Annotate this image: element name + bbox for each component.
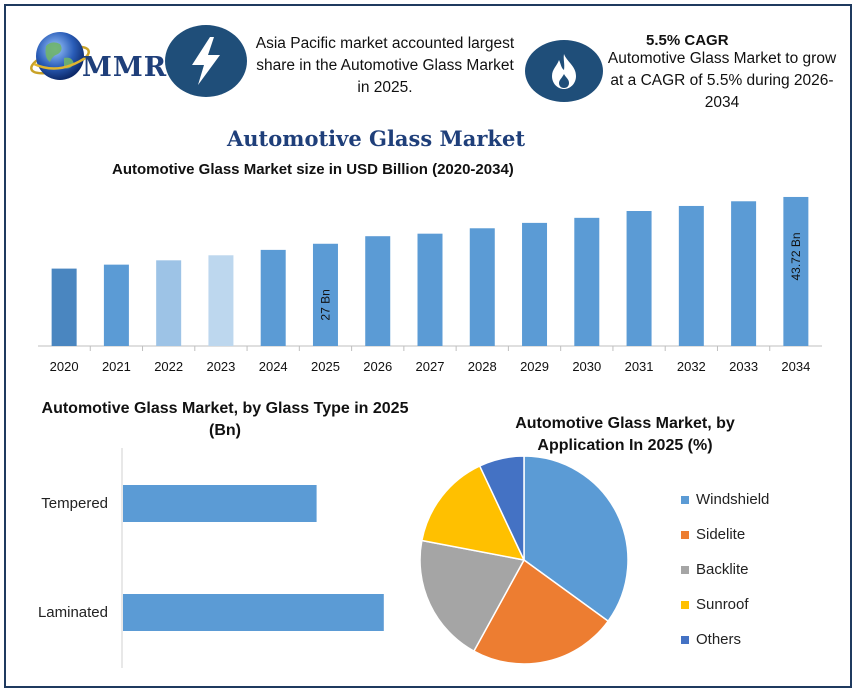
legend-label: Windshield <box>696 491 770 508</box>
tick-label-2026: 2026 <box>363 359 392 374</box>
legend-item-backlite: Backlite <box>681 561 749 578</box>
pie-slice-others <box>478 455 525 561</box>
bar-2027 <box>417 233 443 346</box>
cagr-info: Automotive Glass Market to grow at a CAG… <box>607 50 837 111</box>
data-label-2034: 43.72 Bn <box>789 232 803 280</box>
mmr-logo <box>28 24 160 94</box>
tick-label-2023: 2023 <box>206 359 235 374</box>
lightning-bolt-icon <box>165 25 247 97</box>
legend-label: Sidelite <box>696 526 746 543</box>
bar-2030 <box>574 217 600 346</box>
bar-2021 <box>103 264 129 346</box>
logo-text: MMR <box>82 52 168 83</box>
legend-label: Sunroof <box>696 596 749 613</box>
pie-slice-windshield <box>523 455 629 623</box>
page-title: Automotive Glass Market <box>226 126 526 151</box>
tick-label-2034: 2034 <box>781 359 810 374</box>
market-size-bar-chart: 2020 2021 2022 2023 2024 2025 27 Bn 2026 2027 202… <box>38 196 822 374</box>
cagr-title: 5.5% CAGR <box>646 32 729 49</box>
legend-swatch <box>681 530 689 539</box>
application-chart-title: Automotive Glass Market, by Application … <box>515 415 735 454</box>
bar-laminated <box>123 594 384 631</box>
tick-label-2027: 2027 <box>416 359 445 374</box>
tick-label-2029: 2029 <box>520 359 549 374</box>
pie-slice-sidelite <box>472 558 610 665</box>
tick-label-2030: 2030 <box>572 359 601 374</box>
tick-label-2025: 2025 <box>311 359 340 374</box>
tick-label-2033: 2033 <box>729 359 758 374</box>
bar-2022 <box>156 260 182 346</box>
bar-2024 <box>260 249 286 346</box>
legend-swatch <box>681 635 689 644</box>
asia-pacific-info: Asia Pacific market accounted largest sh… <box>255 35 515 96</box>
tick-label-2021: 2021 <box>102 359 131 374</box>
bar-2025 <box>312 243 338 346</box>
legend-swatch <box>681 565 689 574</box>
pie-slice-backlite <box>419 539 526 653</box>
legend-label: Others <box>696 631 742 648</box>
tick-label-2024: 2024 <box>259 359 288 374</box>
bar-2031 <box>626 211 652 346</box>
bar-tempered <box>123 485 317 522</box>
bar-2029 <box>522 222 548 346</box>
tick-label-2032: 2032 <box>677 359 706 374</box>
bar-chart-title: Automotive Glass Market size in USD Bill… <box>112 161 514 178</box>
legend-item-windshield: Windshield <box>681 491 769 508</box>
legend-item-sidelite: Sidelite <box>681 526 745 543</box>
flame-icon <box>525 40 603 102</box>
data-label-2025: 27 Bn <box>318 289 332 320</box>
legend-item-others: Others <box>681 631 741 648</box>
bar-2020 <box>51 268 77 346</box>
category-label-tempered: Tempered <box>41 495 108 512</box>
tick-label-2022: 2022 <box>154 359 183 374</box>
legend-item-sunroof: Sunroof <box>681 596 749 613</box>
globe-icon <box>30 32 90 80</box>
pie-slice-sunroof <box>420 464 526 562</box>
tick-label-2028: 2028 <box>468 359 497 374</box>
bar-2034 <box>783 196 809 346</box>
bar-2026 <box>365 236 391 346</box>
bar-2028 <box>469 228 495 346</box>
glass-type-bar-chart: Tempered Laminated <box>38 448 384 668</box>
legend-label: Backlite <box>696 561 749 578</box>
glass-type-chart-title: Automotive Glass Market, by Glass Type i… <box>41 400 409 439</box>
tick-label-2020: 2020 <box>50 359 79 374</box>
tick-label-2031: 2031 <box>625 359 654 374</box>
legend-swatch <box>681 600 689 609</box>
bar-2033 <box>731 201 757 346</box>
application-pie-chart <box>419 455 629 665</box>
bar-2023 <box>208 255 234 346</box>
infographic-frame <box>4 4 852 688</box>
legend-swatch <box>681 495 689 504</box>
category-label-laminated: Laminated <box>38 604 108 621</box>
bar-2032 <box>678 205 704 346</box>
